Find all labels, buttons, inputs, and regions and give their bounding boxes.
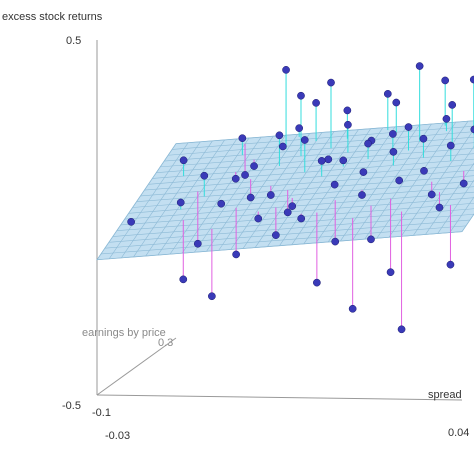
data-point — [179, 275, 188, 284]
data-point — [288, 202, 297, 210]
data-point — [231, 174, 240, 183]
y-tick-min: -0.1 — [92, 407, 111, 419]
plane-grid-line — [104, 219, 470, 249]
data-point — [300, 136, 309, 144]
data-point — [446, 141, 455, 150]
plane-grid-line — [108, 213, 474, 243]
data-point — [392, 98, 401, 107]
data-point — [446, 260, 455, 269]
plane-grid-line — [449, 196, 474, 233]
z-tick-max: 0.5 — [66, 35, 81, 47]
data-point — [200, 171, 209, 180]
data-point — [395, 176, 404, 185]
data-point — [470, 125, 474, 134]
plane-grid-line — [164, 136, 474, 162]
plane-grid-line — [100, 225, 466, 255]
data-point — [297, 214, 306, 223]
y-axis-line — [96, 337, 177, 396]
plane-grid-line — [140, 169, 474, 197]
x-tick-max: 0.04 — [448, 427, 469, 439]
plane-grid-line — [160, 142, 474, 168]
regression-plane — [96, 120, 474, 261]
data-point — [364, 139, 372, 148]
data-point — [367, 235, 375, 244]
plane-grid-line — [120, 197, 474, 226]
data-point — [358, 191, 366, 199]
data-point — [383, 90, 392, 98]
plane-grid-line — [112, 208, 474, 237]
plane-grid-line — [128, 186, 474, 214]
data-point — [331, 237, 340, 246]
data-point — [469, 75, 474, 84]
data-point — [420, 166, 428, 175]
data-point — [312, 99, 320, 107]
data-point — [179, 156, 188, 165]
plane-grid-line — [172, 125, 474, 150]
data-point — [327, 78, 335, 87]
data-point — [415, 62, 424, 70]
x-axis-label: spread — [428, 389, 462, 401]
data-point — [232, 250, 240, 259]
data-point — [272, 231, 280, 239]
data-point — [404, 123, 413, 131]
plane-grid-line — [144, 164, 474, 191]
data-point — [386, 268, 395, 277]
data-point — [176, 198, 185, 207]
plane-grid-line — [148, 158, 474, 185]
data-point — [459, 179, 468, 188]
data-point — [348, 304, 357, 313]
plane-grid-line — [152, 153, 474, 179]
data-point — [295, 124, 304, 132]
data-point — [297, 91, 305, 100]
data-point — [324, 155, 333, 164]
data-point — [193, 239, 202, 248]
data-point — [238, 134, 247, 143]
plane-grid-line — [175, 120, 474, 144]
regression-plane-surface — [96, 120, 474, 261]
data-point — [448, 101, 457, 109]
data-point — [389, 130, 397, 138]
data-point — [208, 292, 216, 301]
data-point — [283, 208, 292, 217]
data-point — [330, 180, 339, 189]
data-point — [246, 193, 255, 202]
data-point — [127, 217, 135, 226]
data-point — [344, 120, 352, 129]
axes — [96, 40, 463, 401]
data-point — [254, 214, 263, 223]
data-point — [275, 131, 284, 140]
data-point — [278, 142, 287, 151]
data-point — [282, 66, 290, 74]
data-point — [339, 156, 348, 165]
data-point — [317, 157, 326, 165]
x-tick-min: -0.03 — [105, 430, 130, 442]
data-points — [127, 62, 474, 334]
y-axis-label: earnings by price — [82, 327, 166, 339]
y-tick-max: 0.3 — [158, 337, 173, 349]
x-axis-line — [96, 394, 463, 401]
data-point — [359, 168, 368, 176]
plane-grid-line — [156, 147, 474, 173]
residual-lines — [130, 66, 474, 330]
z-axis-label: excess stock returns — [2, 11, 103, 23]
data-point — [397, 325, 406, 334]
data-point — [442, 115, 451, 123]
plane-grid-line — [132, 180, 474, 208]
data-point — [217, 199, 226, 208]
data-point — [313, 278, 321, 287]
data-point — [419, 134, 428, 143]
data-point — [427, 190, 436, 199]
data-point — [343, 106, 352, 115]
data-point — [441, 76, 450, 85]
data-point — [250, 162, 258, 170]
data-point — [266, 191, 275, 199]
z-tick-min: -0.5 — [62, 400, 81, 412]
data-point — [241, 171, 249, 179]
data-point — [435, 203, 444, 212]
data-point — [389, 148, 398, 156]
